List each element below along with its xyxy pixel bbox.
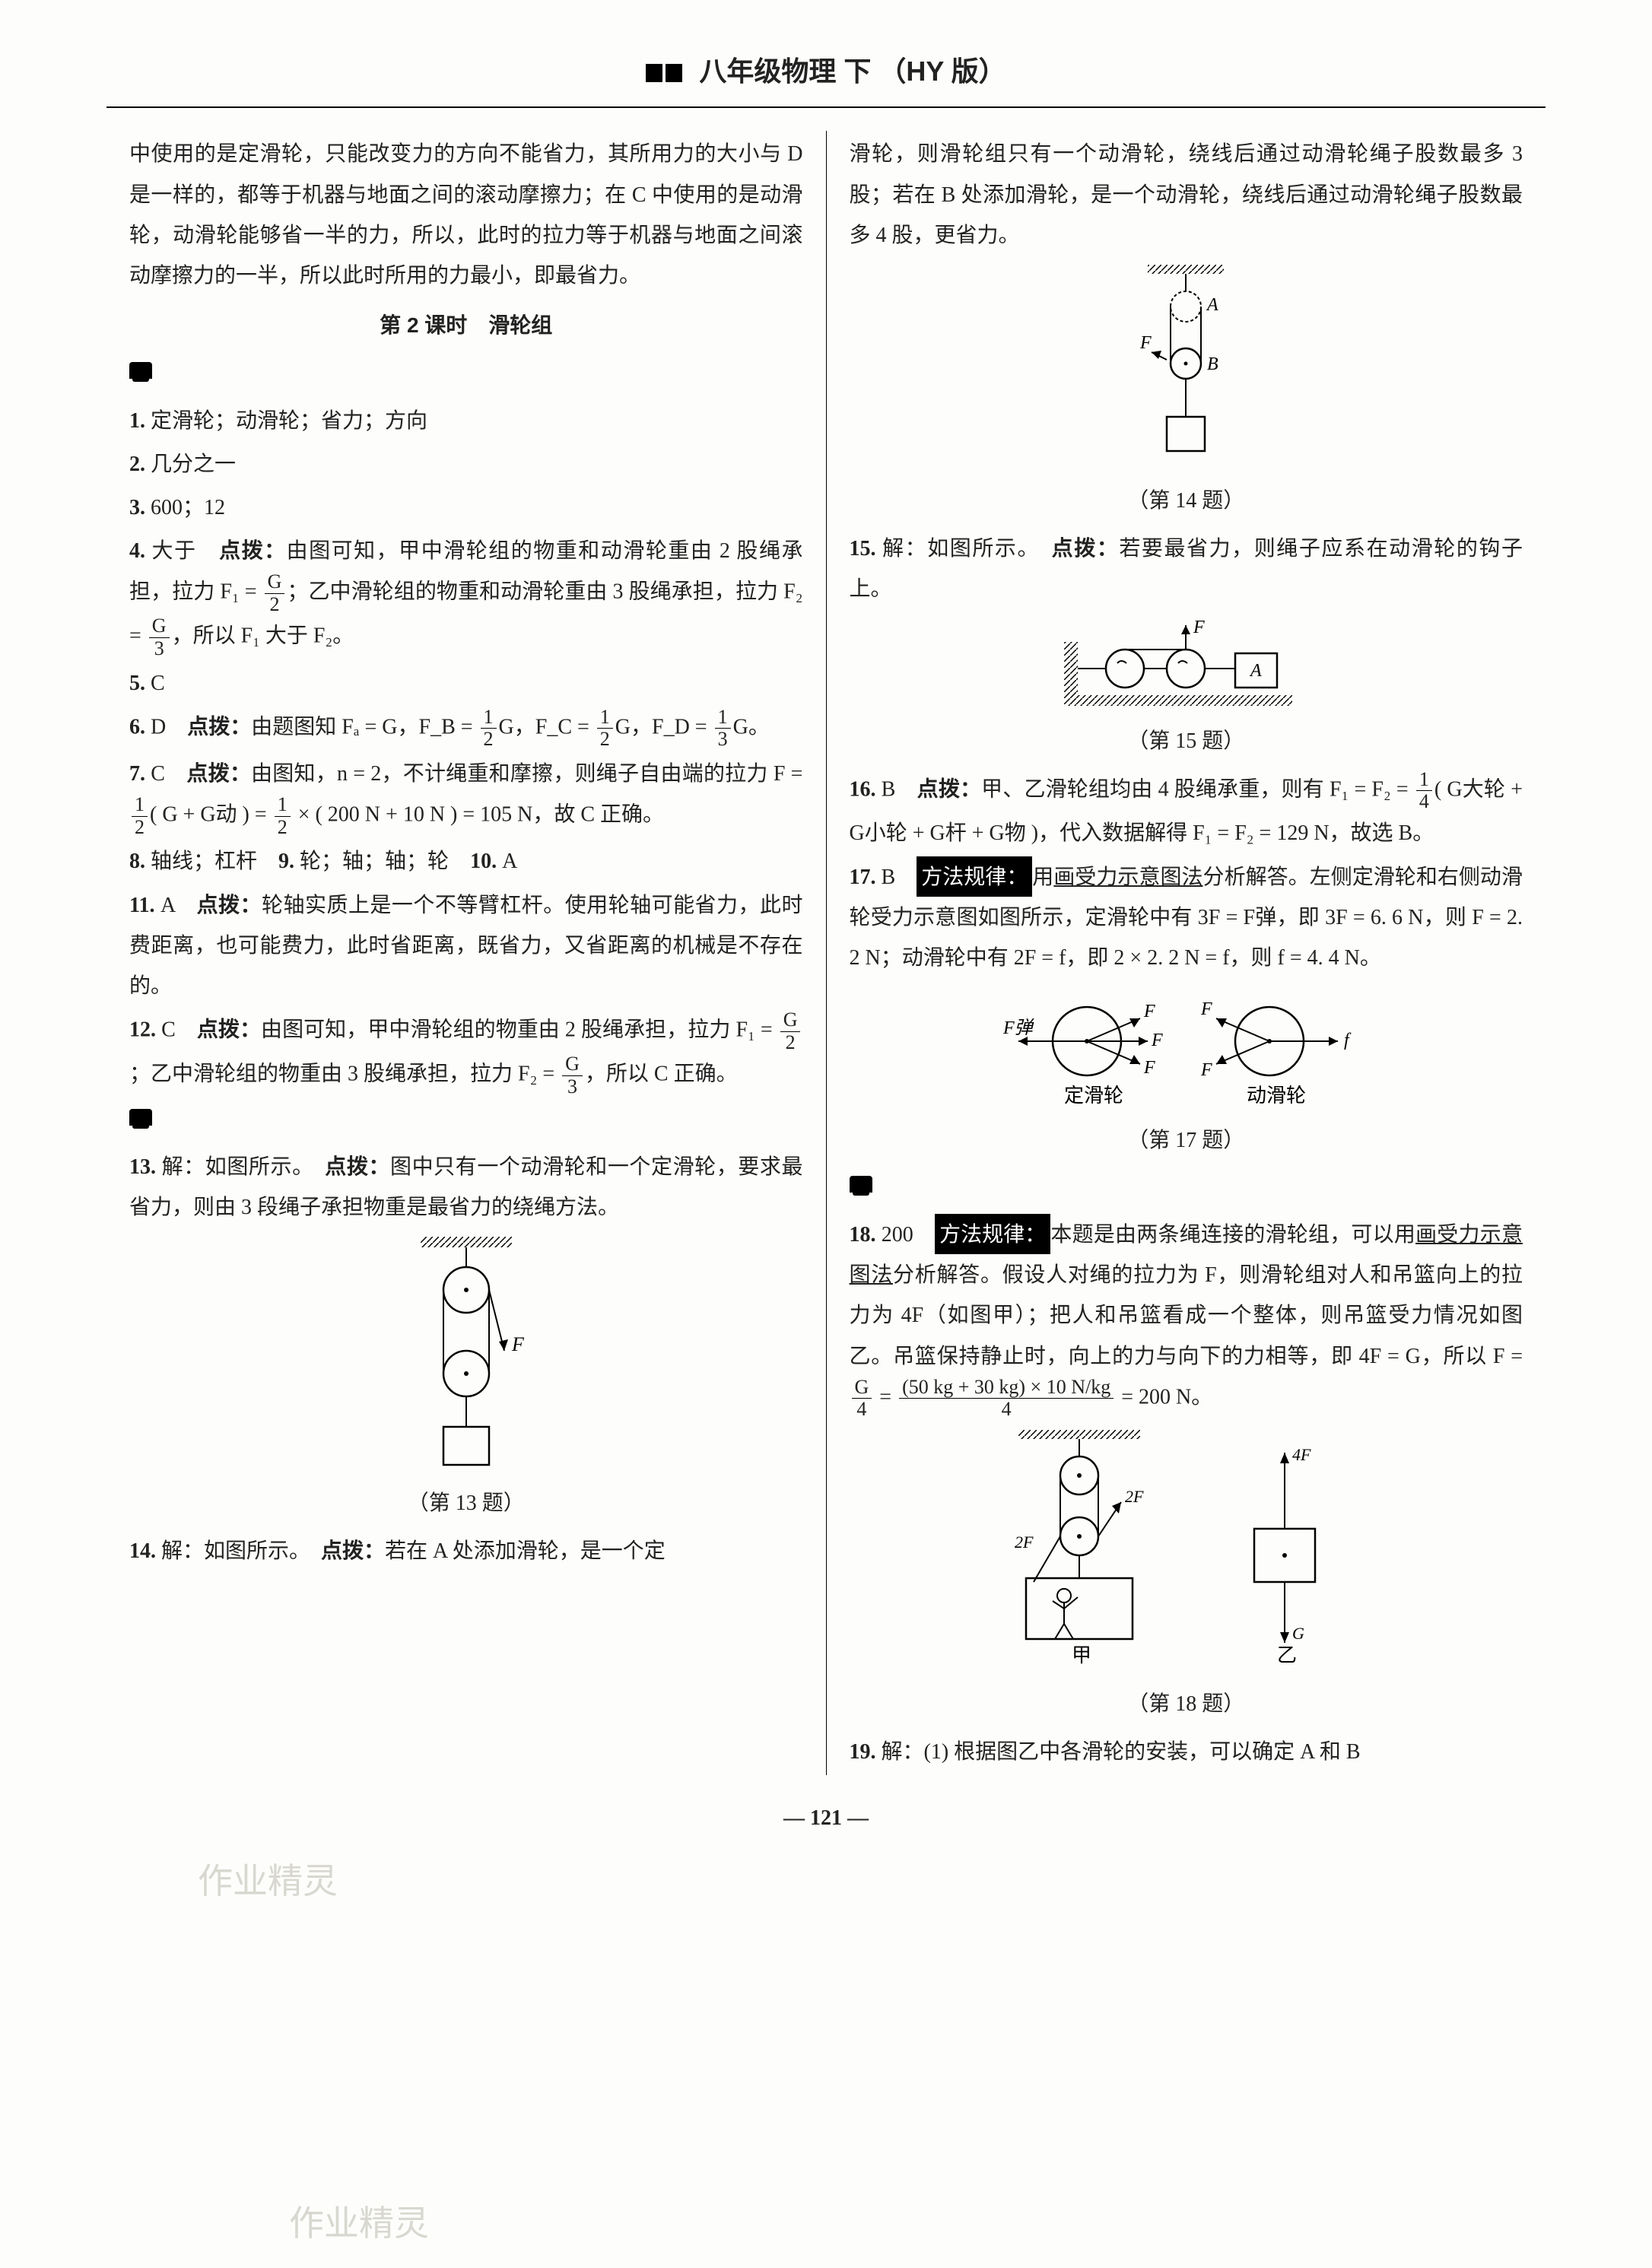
- svg-text:F: F: [1143, 1002, 1155, 1021]
- figure-18: 2F 2F 甲 4F G 乙: [850, 1430, 1523, 1681]
- q5: 5. C: [129, 663, 803, 704]
- fig13-caption: （第 13 题）: [129, 1483, 803, 1523]
- fig14-caption: （第 14 题）: [850, 481, 1523, 521]
- q6: 6. D 点拨：由题图知 Fₐ = G，F_B = 12G，F_C = 12G，…: [129, 707, 803, 751]
- svg-text:F: F: [511, 1333, 525, 1355]
- q1: 1. 定滑轮；动滑轮；省力；方向: [129, 401, 803, 441]
- q19: 19. 解：(1) 根据图乙中各滑轮的安装，可以确定 A 和 B: [850, 1732, 1523, 1772]
- svg-text:f: f: [1344, 1031, 1352, 1050]
- q12: 12. C 点拨：由图可知，甲中滑轮组的物重由 2 股绳承担，拉力 F₁ = G…: [129, 1009, 803, 1097]
- svg-text:B: B: [1207, 354, 1218, 374]
- figure-17: F弹 F F F 定滑轮 F F f 动滑轮: [850, 988, 1523, 1117]
- svg-text:F弹: F弹: [1002, 1018, 1034, 1038]
- svg-text:F: F: [1200, 1060, 1212, 1080]
- q16: 16. B 点拨：甲、乙滑轮组均由 4 股绳承重，则有 F₁ = F₂ = 14…: [850, 769, 1523, 853]
- figure-14: A B F: [850, 265, 1523, 478]
- q3: 3. 600；12: [129, 488, 803, 528]
- lesson-title: 第 2 课时 滑轮组: [129, 305, 803, 345]
- q13: 13. 解：如图所示。 点拨：图中只有一个动滑轮和一个定滑轮，要求最省力，则由 …: [129, 1147, 803, 1228]
- section-mark-icon: [129, 1109, 152, 1126]
- fig17-label-a: 定滑轮: [1064, 1085, 1123, 1107]
- figure-15: F A: [850, 619, 1523, 718]
- q7: 7. C 点拨：由图知，n = 2，不计绳重和摩擦，则绳子自由端的拉力 F = …: [129, 754, 803, 838]
- q2: 2. 几分之一: [129, 444, 803, 484]
- right-column: 滑轮，则滑轮组只有一个动滑轮，绕线后通过动滑轮绳子股数最多 3 股；若在 B 处…: [827, 131, 1546, 1775]
- fig18-label-b: 乙: [1277, 1644, 1297, 1666]
- header-title: 八年级物理 下 （HY 版）: [699, 56, 1005, 87]
- figure-13: F: [129, 1237, 803, 1480]
- svg-text:A: A: [1249, 661, 1262, 681]
- svg-text:2F: 2F: [1015, 1533, 1034, 1552]
- left-column: 中使用的是定滑轮，只能改变力的方向不能省力，其所用力的大小与 D 是一样的，都等…: [106, 131, 827, 1775]
- q8-10: 8. 轴线；杠杆 9. 轮；轴；轴；轮 10. A: [129, 841, 803, 881]
- svg-text:F: F: [1200, 999, 1212, 1019]
- svg-text:A: A: [1206, 295, 1218, 315]
- q15: 15. 解：如图所示。 点拨：若要最省力，则绳子应系在动滑轮的钩子上。: [850, 529, 1523, 609]
- fig17-caption: （第 17 题）: [850, 1120, 1523, 1161]
- q4: 4. 大于 点拨：由图可知，甲中滑轮组的物重和动滑轮重由 2 股绳承担，拉力 F…: [129, 531, 803, 660]
- svg-text:4F: 4F: [1292, 1445, 1311, 1464]
- section-mark-icon: [850, 1176, 872, 1193]
- q18: 18. 200 方法规律：本题是由两条绳连接的滑轮组，可以用画受力示意图法分析解…: [850, 1214, 1523, 1421]
- svg-text:F: F: [1193, 619, 1205, 637]
- page-header: 八年级物理 下 （HY 版）: [106, 46, 1546, 108]
- q14-left: 14. 解：如图所示。 点拨：若在 A 处添加滑轮，是一个定: [129, 1531, 803, 1571]
- intro-text: 中使用的是定滑轮，只能改变力的方向不能省力，其所用力的大小与 D 是一样的，都等…: [129, 134, 803, 296]
- svg-text:G: G: [1292, 1624, 1304, 1643]
- fig15-caption: （第 15 题）: [850, 721, 1523, 761]
- watermark: 作业精灵: [289, 2190, 429, 2257]
- svg-text:F: F: [1151, 1031, 1163, 1050]
- svg-text:2F: 2F: [1125, 1487, 1144, 1506]
- svg-text:F: F: [1143, 1058, 1155, 1078]
- logo-icon: [646, 59, 685, 87]
- page-number: — 121 —: [106, 1798, 1546, 1838]
- watermark: 作业精灵: [198, 1848, 338, 1914]
- q14-cont: 滑轮，则滑轮组只有一个动滑轮，绕线后通过动滑轮绳子股数最多 3 股；若在 B 处…: [850, 134, 1523, 256]
- fig18-caption: （第 18 题）: [850, 1684, 1523, 1724]
- section-mark-icon: [129, 362, 152, 379]
- fig18-label-a: 甲: [1072, 1644, 1091, 1666]
- content-columns: 中使用的是定滑轮，只能改变力的方向不能省力，其所用力的大小与 D 是一样的，都等…: [106, 131, 1546, 1775]
- fig17-label-b: 动滑轮: [1247, 1085, 1306, 1107]
- q17: 17. B 方法规律：用画受力示意图法分析解答。左侧定滑轮和右侧动滑轮受力示意图…: [850, 856, 1523, 979]
- svg-text:F: F: [1139, 333, 1152, 353]
- q11: 11. A 点拨：轮轴实质上是一个不等臂杠杆。使用轮轴可能省力，此时费距离，也可…: [129, 885, 803, 1007]
